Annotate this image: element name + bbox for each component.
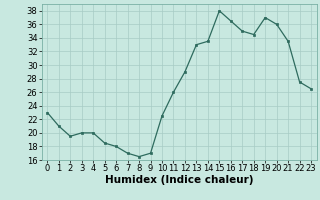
X-axis label: Humidex (Indice chaleur): Humidex (Indice chaleur)	[105, 175, 253, 185]
